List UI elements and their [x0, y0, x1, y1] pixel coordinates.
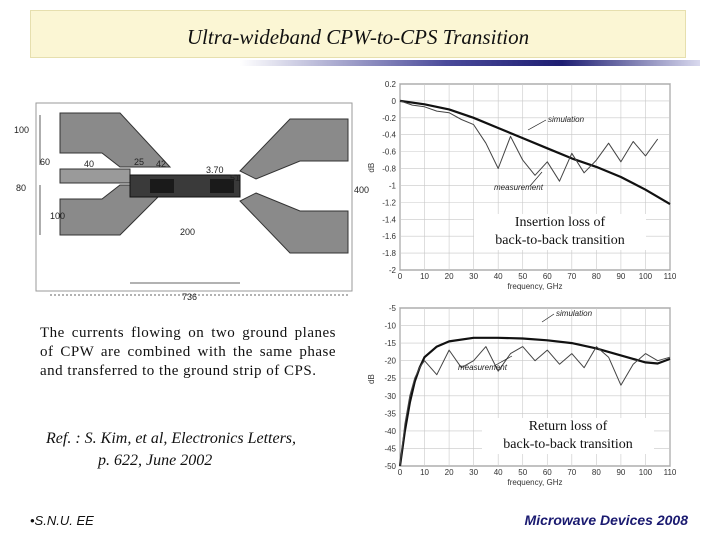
x-tick-label: 70 [567, 468, 576, 477]
left-upper-ground [59, 112, 172, 168]
x-tick-label: 30 [469, 272, 478, 281]
dim-label: 51 [230, 173, 240, 183]
y-tick-label: -0.8 [382, 165, 396, 174]
y-tick-label: -45 [384, 444, 396, 453]
y-tick-label: -10 [384, 322, 396, 331]
y-tick-label: 0.2 [385, 80, 397, 89]
dim-label: 200 [180, 227, 195, 237]
x-tick-label: 20 [445, 272, 454, 281]
y-tick-label: -50 [384, 462, 396, 471]
x-tick-label: 0 [398, 468, 403, 477]
x-tick-label: 40 [494, 468, 503, 477]
footer-course: Microwave Devices 2008 [524, 512, 688, 528]
y-tick-label: -30 [384, 392, 396, 401]
y-axis-label: dB [367, 163, 376, 173]
footer-affiliation: •S.N.U. EE [30, 513, 94, 528]
dim-label: 60 [40, 157, 50, 167]
y-tick-label: -40 [384, 427, 396, 436]
caption-line: Return loss of [528, 419, 608, 434]
series-line-simulation [399, 99, 671, 206]
return-loss-chart: 0 10 20 30 40 50 60 70 80 90 100 110 -5 -10 -15 -20 -25 -… [367, 304, 677, 487]
series-annotation: simulation [556, 309, 593, 318]
y-tick-label: -0.2 [382, 114, 396, 123]
annotation-leader [493, 355, 513, 367]
y-tick-label: -1.4 [382, 215, 396, 224]
y-tick-label: -15 [384, 339, 396, 348]
x-tick-label: 10 [420, 272, 429, 281]
right-upper-strip [239, 118, 349, 180]
annotation-leader [541, 313, 555, 323]
x-tick-label: 60 [543, 272, 552, 281]
y-tick-label: 0 [392, 97, 397, 106]
y-tick-label: -0.6 [382, 148, 396, 157]
x-tick-label: 0 [398, 272, 403, 281]
title-underline [240, 60, 700, 66]
y-axis-label: dB [367, 374, 376, 384]
series-line-measurement [399, 100, 659, 182]
x-tick-label: 100 [639, 272, 653, 281]
x-tick-label: 10 [420, 468, 429, 477]
y-tick-label: -20 [384, 357, 396, 366]
left-center-line [59, 168, 131, 184]
x-axis-label: frequency, GHz [508, 282, 563, 290]
return-loss-caption: Return loss of back-to-back transition [482, 418, 654, 454]
x-axis-label: frequency, GHz [508, 478, 563, 487]
series-line-simulation [398, 336, 671, 467]
y-tick-label: -1.8 [382, 249, 396, 258]
x-tick-label: 70 [567, 272, 576, 281]
dim-label: 3.70 [206, 165, 224, 175]
x-tick-label: 90 [616, 272, 625, 281]
dim-label: 25 [134, 157, 144, 167]
dim-label: 100 [14, 125, 29, 135]
x-tick-label: 50 [518, 272, 527, 281]
y-tick-label: -1 [389, 181, 397, 190]
annotation-leader [529, 171, 543, 187]
x-tick-label: 80 [592, 468, 601, 477]
title-banner: Ultra-wideband CPW-to-CPS Transition [30, 10, 686, 58]
series-annotation: measurement [494, 183, 544, 192]
transition-block [150, 179, 174, 193]
x-tick-label: 50 [518, 468, 527, 477]
insertion-loss-chart: 0 10 20 30 40 50 60 70 80 90 100 110 0.2 0 -0.2 -0.4 -0.… [367, 80, 677, 290]
reference-citation: Ref. : S. Kim, et al, Electronics Letter… [46, 428, 346, 472]
series-annotation: simulation [548, 115, 585, 124]
reference-line-1: Ref. : S. Kim, et al, Electronics Letter… [46, 430, 297, 447]
annotation-leader [527, 119, 547, 131]
dim-label: 40 [84, 159, 94, 169]
dim-label: 42 [156, 159, 166, 169]
x-tick-label: 80 [592, 272, 601, 281]
y-tick-label: -2 [389, 266, 397, 275]
x-tick-label: 110 [664, 272, 677, 281]
x-tick-label: 60 [543, 468, 552, 477]
x-tick-label: 100 [639, 468, 653, 477]
right-lower-strip [239, 192, 349, 254]
caption-line: back-to-back transition [503, 437, 633, 452]
dim-label: 80 [16, 183, 26, 193]
y-tick-label: -5 [389, 304, 397, 313]
x-tick-label: 30 [469, 468, 478, 477]
x-tick-label: 20 [445, 468, 454, 477]
reference-line-2: p. 622, June 2002 [98, 452, 213, 469]
x-tick-label: 40 [494, 272, 503, 281]
dim-label: 400 [354, 185, 369, 195]
description-text: The currents flowing on two ground plane… [40, 325, 336, 379]
y-tick-label: -35 [384, 409, 396, 418]
x-tick-label: 110 [664, 468, 677, 477]
x-tick-label: 90 [616, 468, 625, 477]
y-tick-label: -1.2 [382, 198, 396, 207]
y-tick-label: -1.6 [382, 232, 396, 241]
series-annotation: measurement [458, 363, 508, 372]
caption-line: back-to-back transition [495, 233, 625, 248]
series-line-measurement [399, 346, 671, 467]
y-tick-label: -0.4 [382, 131, 396, 140]
slide-title: Ultra-wideband CPW-to-CPS Transition [186, 25, 530, 49]
caption-line: Insertion loss of [514, 215, 606, 230]
insertion-loss-caption: Insertion loss of back-to-back transitio… [474, 214, 646, 250]
y-tick-label: -25 [384, 374, 396, 383]
dim-label: 100 [50, 211, 65, 221]
dim-label: 736 [182, 292, 197, 302]
transition-block [210, 179, 234, 193]
transition-layout-figure: 100 60 40 25 42 3.70 51 80 400 100 200 7… [14, 102, 369, 302]
